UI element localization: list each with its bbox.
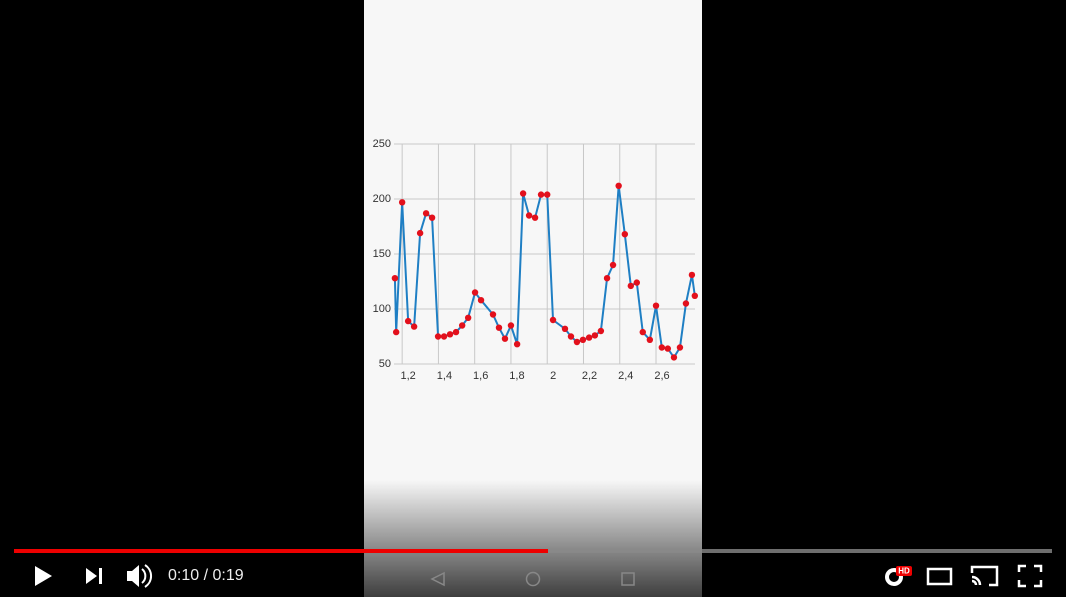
data-point — [410, 323, 418, 330]
x-tick-label: 1,6 — [473, 370, 488, 382]
data-point — [495, 324, 503, 331]
data-point — [398, 199, 406, 206]
volume-button[interactable] — [127, 565, 139, 587]
y-tick-label: 100 — [373, 303, 391, 315]
data-point — [434, 333, 442, 340]
data-point — [639, 328, 646, 336]
data-point — [537, 191, 545, 198]
data-point — [591, 332, 599, 339]
data-point — [627, 282, 635, 290]
data-point — [501, 335, 509, 342]
data-point — [573, 338, 581, 346]
hd-badge — [896, 566, 912, 576]
data-point — [471, 289, 479, 296]
nav-recents — [621, 572, 635, 586]
time-display: 0:10 / 0:19 — [168, 567, 244, 584]
data-point — [603, 275, 611, 282]
data-point — [615, 182, 622, 189]
x-tick-label: 1,8 — [509, 370, 524, 382]
data-point — [609, 261, 617, 269]
data-point — [391, 275, 399, 282]
play-button[interactable] — [35, 566, 52, 586]
nav-back — [430, 571, 445, 587]
data-point — [652, 302, 660, 309]
progress-played[interactable] — [14, 549, 548, 553]
nav-home — [525, 571, 541, 587]
controls-right: HD — [885, 564, 1043, 588]
chart: 50 100 150 200 250 1,2 1,4 1,6 1,8 2 2,2 2,4 2,6 — [373, 138, 699, 382]
data-point — [561, 325, 569, 332]
x-tick-label: 1,2 — [401, 370, 416, 382]
y-tick-label: 200 — [373, 193, 391, 205]
next-button[interactable] — [86, 568, 102, 584]
data-point — [585, 334, 593, 341]
data-point — [691, 292, 699, 299]
data-point — [664, 345, 672, 352]
cast-button[interactable] — [970, 565, 999, 587]
data-point — [670, 354, 678, 361]
data-point — [525, 212, 533, 219]
data-point — [446, 331, 454, 338]
data-point — [544, 191, 551, 198]
data-point — [452, 328, 460, 336]
y-tick-label: 250 — [373, 138, 391, 150]
data-point — [531, 214, 539, 221]
data-point — [422, 210, 430, 217]
data-point — [507, 322, 515, 329]
data-point — [519, 190, 527, 197]
settings-button[interactable] — [885, 568, 903, 586]
fullscreen-button[interactable] — [1017, 564, 1043, 588]
data-point — [489, 311, 497, 318]
data-point — [621, 231, 629, 238]
data-point — [416, 229, 424, 237]
data-point — [392, 328, 400, 336]
data-point — [658, 344, 666, 351]
data-point — [477, 297, 485, 304]
data-point — [428, 214, 436, 221]
y-tick-label: 150 — [373, 248, 391, 260]
data-point — [567, 333, 575, 340]
data-point — [597, 327, 605, 335]
controls-left: 0:10 / 0:19 — [35, 564, 244, 588]
y-tick-label: 50 — [379, 358, 391, 370]
x-tick-label: 2,4 — [618, 370, 633, 382]
data-point — [682, 300, 690, 307]
data-point — [633, 279, 640, 286]
data-point — [549, 316, 557, 324]
theater-button[interactable] — [926, 567, 953, 586]
hd-badge-text: HD — [898, 567, 910, 576]
data-point — [646, 336, 654, 343]
data-point — [464, 314, 472, 321]
data-point — [579, 336, 587, 343]
x-tick-label: 1,4 — [437, 370, 452, 382]
data-point — [513, 341, 521, 348]
data-point — [458, 322, 466, 329]
data-point — [440, 333, 448, 340]
x-tick-label: 2 — [550, 370, 556, 382]
data-point — [676, 344, 684, 351]
volume-waves — [141, 564, 152, 588]
data-point — [404, 317, 412, 325]
controls-shade — [0, 480, 1066, 597]
data-point — [688, 271, 696, 279]
android-nav-bar — [430, 571, 635, 587]
x-tick-label: 2,6 — [654, 370, 669, 382]
x-tick-label: 2,2 — [582, 370, 597, 382]
